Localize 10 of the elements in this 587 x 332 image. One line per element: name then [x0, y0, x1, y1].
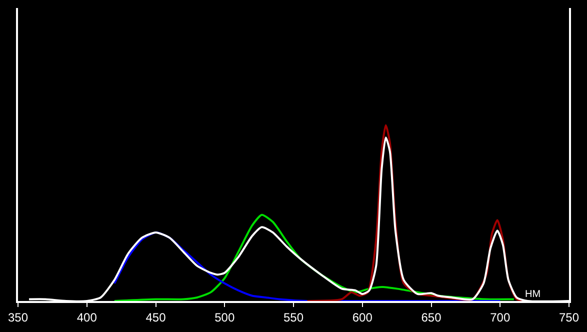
x-tick-label: 750	[558, 310, 580, 324]
x-tick-label: 650	[421, 310, 442, 324]
x-tick-label: 350	[8, 310, 28, 324]
x-tick-label: 550	[283, 310, 304, 324]
x-axis-title: НМ	[525, 289, 541, 300]
x-tick-label: 450	[146, 310, 166, 324]
x-tick-label: 600	[352, 310, 373, 324]
x-tick-label: 400	[76, 310, 98, 324]
x-tick-label: 700	[490, 310, 510, 324]
x-tick-label: 500	[214, 310, 235, 324]
